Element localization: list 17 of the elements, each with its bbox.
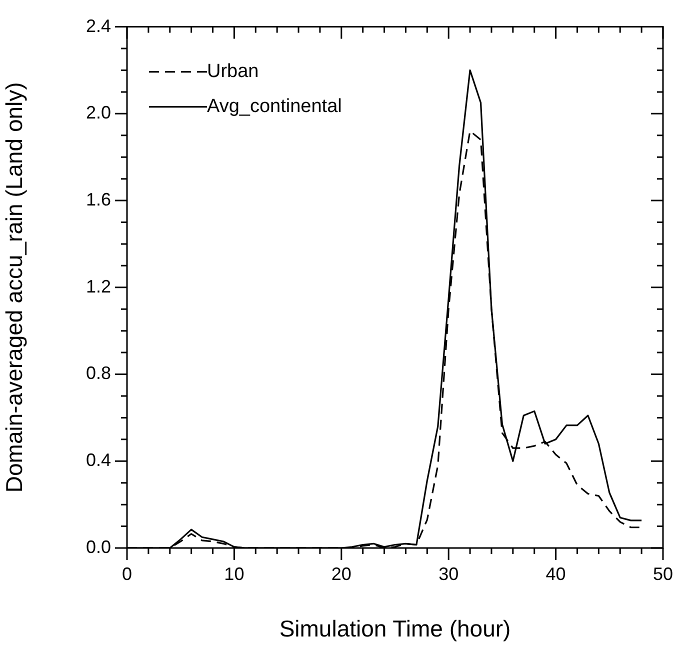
x-tick-label: 20 xyxy=(331,564,352,584)
y-tick-label: 2.4 xyxy=(86,16,111,36)
x-tick-label: 30 xyxy=(438,564,459,584)
x-tick-label: 40 xyxy=(546,564,566,584)
y-tick-label: 0.8 xyxy=(86,363,111,384)
y-tick-label: 2.0 xyxy=(86,102,111,123)
y-tick-label: 1.2 xyxy=(86,276,111,296)
legend-label: Avg_continental xyxy=(207,96,342,118)
y-tick-label: 0.4 xyxy=(86,450,111,470)
y-tick-label: 0.0 xyxy=(86,536,111,557)
x-tick-label: 50 xyxy=(652,564,674,584)
x-tick-label: 0 xyxy=(122,564,132,584)
y-axis-title: Domain-averaged accu_rain (Land only) xyxy=(1,82,28,493)
x-tick-label: 10 xyxy=(224,564,244,584)
legend-label: Urban xyxy=(207,61,259,82)
y-tick-label: 1.6 xyxy=(86,190,111,210)
x-axis-title: Simulation Time (hour) xyxy=(279,616,511,642)
